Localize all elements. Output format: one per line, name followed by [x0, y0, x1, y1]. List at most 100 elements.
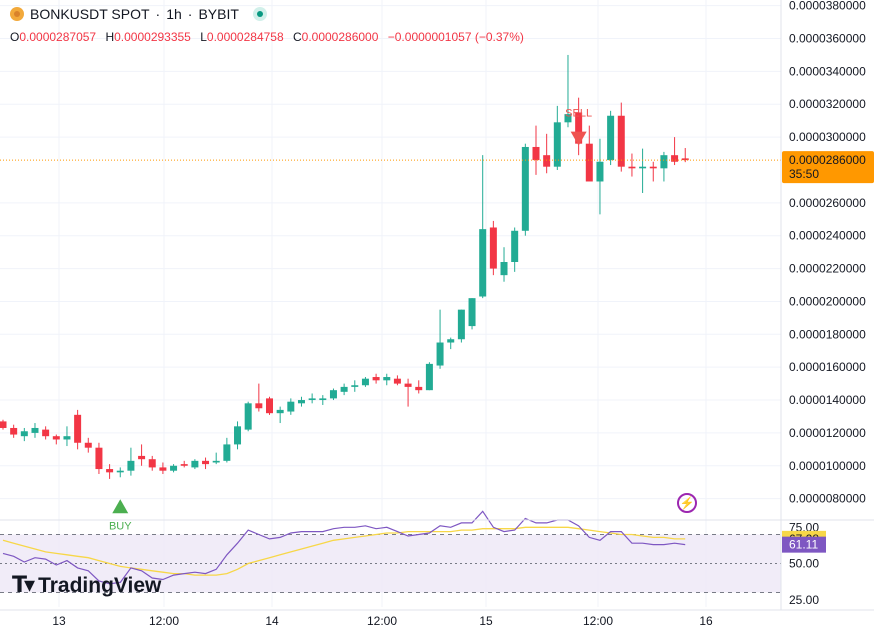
price-tick-label: 0.0000340000: [789, 64, 866, 78]
candle: [170, 464, 178, 473]
candle: [116, 467, 124, 478]
candle: [276, 406, 284, 424]
sell-signal-label: SELL: [565, 108, 592, 120]
candle-body: [10, 427, 18, 435]
low-value: 0.0000284758: [206, 30, 284, 44]
high-value: 0.0000293355: [114, 30, 191, 44]
candle: [383, 373, 391, 386]
candle-body: [159, 467, 167, 471]
interval-label[interactable]: 1h: [166, 6, 182, 22]
candle: [372, 373, 380, 384]
high-label: H: [105, 30, 115, 44]
candle: [319, 395, 327, 405]
candle: [159, 462, 167, 474]
price-tick-label: 0.0000220000: [789, 262, 866, 276]
candle-body: [671, 155, 679, 162]
candle: [436, 309, 444, 369]
countdown-label: 35:50: [789, 167, 819, 181]
candle-body: [31, 427, 39, 433]
price-tick-label: 0.0000360000: [789, 32, 866, 46]
rsi-layer: [2, 510, 686, 585]
candle: [596, 138, 604, 215]
price-tick-label: 0.0000180000: [789, 327, 866, 341]
candle-body: [596, 161, 604, 182]
rsi-badge: [782, 536, 826, 553]
candle-body: [628, 166, 636, 169]
price-tick-label: 0.0000300000: [789, 130, 866, 144]
candle: [553, 105, 561, 170]
symbol-name[interactable]: BONKUSDT SPOT: [30, 6, 150, 22]
price-tick-label: 0.0000140000: [789, 393, 866, 407]
signal-layer: BUY SELL: [109, 108, 592, 533]
candle: [457, 309, 465, 343]
rsi-tick-label: 25.00: [789, 593, 819, 607]
price-tick-label: 0.0000200000: [789, 294, 866, 308]
candle-body: [276, 409, 284, 414]
candle: [31, 423, 39, 438]
candle: [212, 452, 220, 465]
candle-body: [457, 309, 465, 340]
candle: [564, 54, 572, 128]
candle: [255, 383, 263, 412]
candle: [329, 388, 337, 401]
rsi-value-label: 61.11: [789, 538, 818, 552]
last-price-label: 0.0000286000: [789, 153, 866, 167]
candle-body: [308, 398, 316, 401]
candle: [148, 455, 156, 471]
candle-body: [489, 227, 497, 269]
candle: [106, 464, 114, 479]
candle: [532, 125, 540, 175]
rsi-ma-line: [2, 526, 686, 576]
candle-body: [170, 465, 178, 471]
candle-body: [351, 385, 359, 387]
candle-body: [425, 363, 433, 391]
candle-body: [106, 469, 114, 473]
time-tick-label: 12:00: [149, 614, 179, 628]
candle: [0, 419, 7, 430]
candle-body: [468, 298, 476, 327]
price-tick-label: 0.0000240000: [789, 229, 866, 243]
candle-body: [84, 442, 92, 448]
candle-body: [607, 115, 615, 161]
candle-body: [543, 155, 551, 167]
candle: [266, 396, 273, 415]
candle: [511, 227, 519, 272]
market-status-icon[interactable]: [252, 7, 267, 21]
candle-body: [266, 398, 273, 414]
lightning-icon[interactable]: ⚡: [677, 493, 697, 513]
candle: [425, 362, 433, 391]
candle: [10, 424, 18, 438]
rsi-tick-label: 75.00: [789, 520, 819, 534]
candle-body: [340, 386, 348, 392]
candle-body: [436, 342, 444, 366]
candle: [489, 220, 497, 276]
candle-body: [649, 166, 657, 169]
candle: [52, 434, 60, 445]
candle: [223, 437, 231, 463]
bonk-coin-icon: [10, 7, 24, 21]
candle-body: [660, 155, 668, 169]
candle-body: [329, 390, 337, 399]
candle-body: [383, 377, 391, 381]
candle-body: [234, 426, 242, 445]
candle-body: [617, 115, 625, 167]
candle: [63, 426, 71, 447]
candle-body: [393, 378, 401, 384]
price-tick-label: 0.0000160000: [789, 360, 866, 374]
candle-body: [553, 122, 561, 167]
price-tick-label: 0.0000320000: [789, 97, 866, 111]
candle-body: [95, 447, 103, 470]
candle: [543, 133, 551, 174]
tradingview-logo[interactable]: T▾ TradingView: [12, 573, 161, 598]
candle-body: [575, 112, 583, 144]
candle: [500, 247, 508, 282]
candle-body: [404, 383, 412, 387]
candle: [244, 401, 252, 432]
candle-body: [319, 398, 327, 401]
candle-body: [116, 470, 124, 473]
candle-body: [479, 229, 487, 297]
candle: [649, 161, 657, 182]
tradingview-mark-icon: T▾: [12, 573, 35, 598]
candle: [20, 427, 28, 442]
